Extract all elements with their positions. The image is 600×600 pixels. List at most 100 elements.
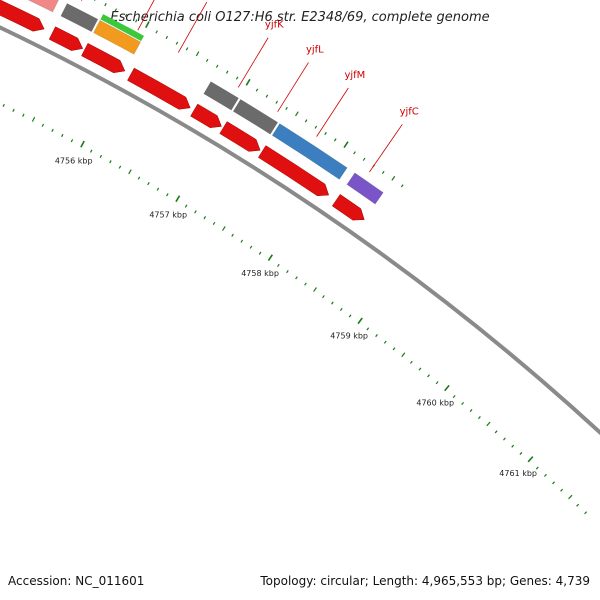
inner-tick xyxy=(401,352,406,358)
outer-tick xyxy=(175,41,179,45)
cds-arrow xyxy=(219,121,261,152)
inner-tick xyxy=(552,481,555,485)
map-title: Escherichia coli O127:H6 str. E2348/69, … xyxy=(110,10,490,25)
inner-tick xyxy=(584,511,588,515)
inner-tick xyxy=(503,437,506,441)
outer-tick-ring xyxy=(93,0,404,188)
outer-tick xyxy=(104,3,107,7)
inner-tick xyxy=(543,473,547,477)
scale-label-layer: 4751 kbp4752 kbp4753 kbp4754 kbp4755 kbp… xyxy=(55,156,537,478)
gene-label-yjfK: yjfK xyxy=(265,19,284,30)
gene-leader-line xyxy=(237,37,269,88)
inner-tick xyxy=(258,251,262,255)
inner-tick xyxy=(286,270,289,274)
genome-stats: Topology: circular; Length: 4,965,553 bp… xyxy=(260,574,590,588)
inner-tick xyxy=(392,347,396,351)
gene-leader-line xyxy=(277,62,309,112)
outer-tick xyxy=(314,125,318,129)
inner-tick xyxy=(576,503,580,507)
outer-tick xyxy=(165,35,169,40)
feature-yjfJ xyxy=(93,19,142,55)
outer-tick xyxy=(275,100,279,104)
outer-tick xyxy=(304,119,308,123)
cds-track xyxy=(0,0,365,221)
outer-tick xyxy=(124,13,128,17)
feature-yjfL xyxy=(232,98,279,135)
gene-leader-line xyxy=(316,87,349,137)
inner-tick xyxy=(304,282,307,286)
inner-tick xyxy=(2,103,5,108)
inner-tick xyxy=(535,466,539,470)
inner-tick xyxy=(89,149,93,153)
outer-tick xyxy=(235,76,239,80)
inner-tick xyxy=(277,263,280,268)
inner-tick xyxy=(203,216,207,220)
feature-yjfK xyxy=(203,81,239,111)
inner-tick xyxy=(249,245,253,249)
inner-tick xyxy=(357,317,363,325)
genome-backbone xyxy=(0,25,600,436)
outer-tick xyxy=(343,141,349,148)
inner-tick xyxy=(418,367,422,371)
inner-tick xyxy=(51,128,54,132)
outer-tick xyxy=(265,94,269,98)
scale-label: 4758 kbp xyxy=(241,269,279,278)
outer-tick xyxy=(245,78,251,86)
outer-tick xyxy=(255,88,259,92)
scale-label: 4759 kbp xyxy=(330,332,368,341)
feature-yjfI xyxy=(60,3,99,33)
backbone-arc xyxy=(0,25,600,436)
cds-arrow xyxy=(0,0,45,32)
inner-tick xyxy=(486,421,491,427)
inner-tick xyxy=(348,314,352,318)
gene-leader-line xyxy=(177,1,208,53)
inner-tick xyxy=(409,360,413,364)
outer-tick xyxy=(205,58,209,63)
inner-tick xyxy=(175,195,181,203)
cds-arrow xyxy=(81,43,126,74)
outer-tick xyxy=(353,151,356,155)
inner-tick xyxy=(99,154,103,159)
inner-tick xyxy=(383,340,387,344)
inner-tick xyxy=(568,494,573,500)
inner-tick xyxy=(61,133,64,138)
inner-tick xyxy=(22,113,25,117)
inner-tick xyxy=(494,430,498,434)
inner-tick xyxy=(184,204,188,208)
inner-tick xyxy=(156,187,160,191)
inner-tick xyxy=(560,488,564,492)
scale-label: 4757 kbp xyxy=(149,211,187,220)
inner-tick xyxy=(70,139,74,143)
outer-tick xyxy=(400,184,404,188)
inner-tick xyxy=(366,327,370,331)
inner-tick xyxy=(267,254,273,262)
feature-track xyxy=(27,0,384,205)
cds-arrow xyxy=(258,145,330,197)
cds-arrow xyxy=(127,67,191,110)
outer-tick xyxy=(155,30,158,34)
outer-tick xyxy=(295,111,299,117)
inner-tick xyxy=(295,276,298,280)
inner-tick xyxy=(322,295,325,299)
feature-yjfM xyxy=(271,123,348,180)
inner-tick xyxy=(375,333,378,338)
gene-label-yjfL: yjfL xyxy=(306,44,324,55)
inner-tick xyxy=(109,160,112,164)
inner-tick xyxy=(222,226,226,231)
inner-tick xyxy=(427,374,430,378)
inner-tick xyxy=(461,401,465,406)
outer-tick xyxy=(362,157,366,161)
outer-tick xyxy=(135,19,138,23)
inner-tick xyxy=(527,456,534,463)
outer-tick xyxy=(391,175,396,181)
inner-tick xyxy=(469,408,473,413)
inner-tick xyxy=(519,451,523,455)
inner-tick xyxy=(444,384,450,392)
inner-tick xyxy=(478,416,481,420)
cds-arrow xyxy=(190,103,222,128)
inner-tick xyxy=(452,395,456,399)
outer-tick xyxy=(114,8,118,12)
inner-tick xyxy=(128,169,132,175)
inner-tick xyxy=(147,182,150,186)
